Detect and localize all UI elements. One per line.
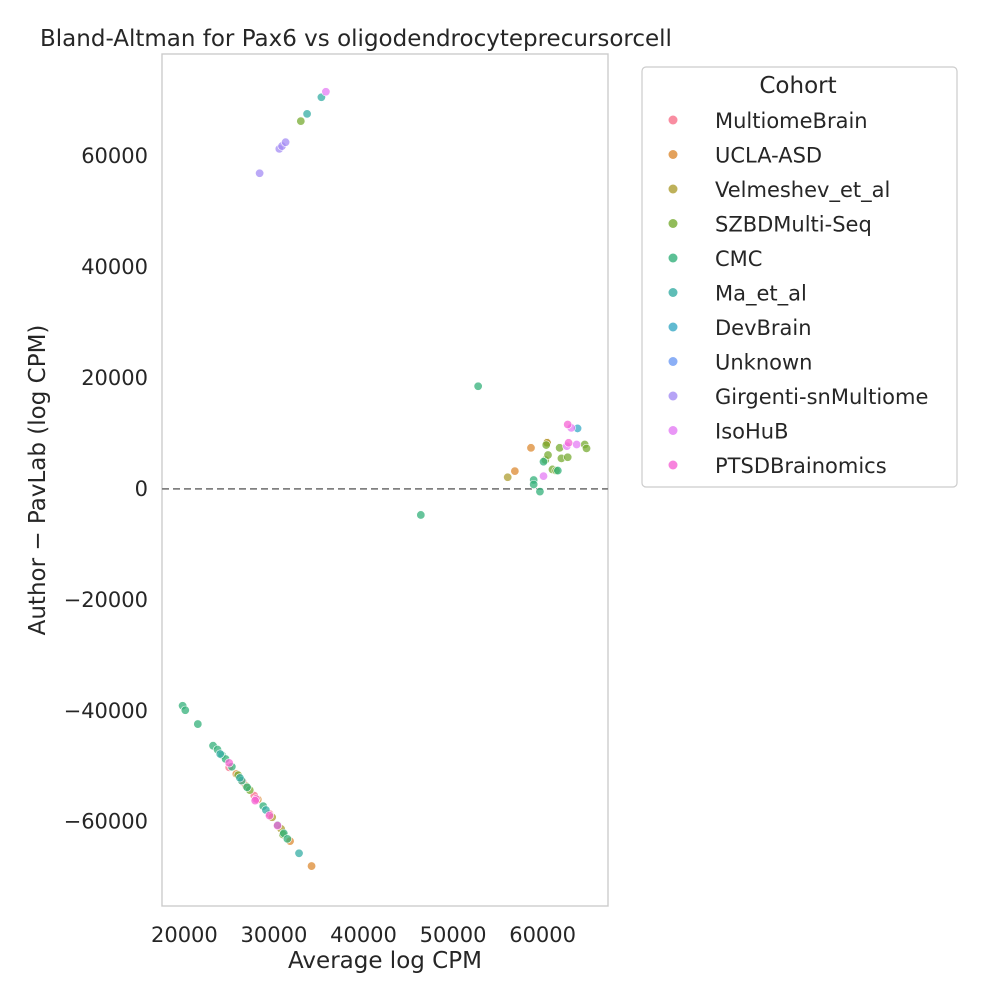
point-cmc	[193, 719, 203, 729]
point-isohub	[321, 87, 331, 97]
legend-item-szbdmulti-seq: SZBDMulti-Seq	[668, 213, 872, 237]
legend-label: CMC	[715, 247, 762, 271]
point-cmc	[529, 479, 539, 489]
point-girgenti-snmultiome	[281, 137, 291, 147]
point-cmc	[535, 487, 545, 497]
point-ma-et-al	[235, 773, 245, 783]
legend-marker	[668, 115, 678, 125]
point-ptsdbrainomics	[264, 811, 274, 821]
point-ma-et-al	[302, 109, 312, 119]
legend-marker	[668, 426, 678, 435]
y-tick-label: 20000	[81, 366, 148, 390]
legend-marker	[668, 391, 678, 401]
legend-item-ptsdbrainomics: PTSDBrainomics	[668, 454, 887, 478]
point-ptsdbrainomics	[224, 758, 234, 768]
point-cmc	[416, 510, 426, 520]
x-axis-title: Average log CPM	[288, 948, 482, 974]
x-tick-label: 40000	[330, 923, 397, 947]
y-tick-label: −40000	[64, 699, 148, 723]
legend-marker	[668, 219, 678, 228]
y-tick-label: −20000	[64, 588, 148, 612]
legend-label: PTSDBrainomics	[715, 454, 887, 478]
point-ucla-asd	[510, 466, 520, 476]
point-cmc	[553, 466, 563, 476]
legend-marker	[668, 253, 678, 263]
legend-label: Velmeshev_et_al	[715, 178, 890, 203]
legend-label: DevBrain	[715, 316, 812, 340]
scatter-points	[178, 87, 592, 871]
legend-title: Cohort	[759, 73, 836, 99]
x-tick-label: 50000	[420, 923, 487, 947]
point-isohub	[539, 471, 549, 481]
legend-marker	[668, 460, 678, 470]
point-ptsdbrainomics	[250, 796, 260, 806]
point-cmc	[539, 457, 549, 467]
legend-item-velmeshev-et-al: Velmeshev_et_al	[668, 178, 890, 203]
legend-marker	[668, 184, 678, 194]
point-szbdmulti-seq	[541, 440, 551, 450]
point-cmc	[282, 834, 292, 844]
legend-item-multiomebrain: MultiomeBrain	[668, 109, 868, 133]
legend-item-isohub: IsoHuB	[668, 420, 789, 444]
point-szbdmulti-seq	[563, 452, 573, 462]
legend-label: SZBDMulti-Seq	[715, 213, 872, 237]
legend-item-devbrain: DevBrain	[668, 316, 812, 340]
point-szbdmulti-seq	[582, 443, 592, 453]
legend-label: Ma_et_al	[715, 282, 807, 307]
point-ucla-asd	[307, 861, 317, 871]
y-axis-title: Author − PavLab (log CPM)	[25, 325, 51, 636]
chart-title: Bland-Altman for Pax6 vs oligodendrocyte…	[40, 26, 672, 52]
x-tick-label: 60000	[509, 923, 576, 947]
point-ptsdbrainomics	[564, 438, 574, 448]
point-ptsdbrainomics	[273, 821, 283, 831]
legend-label: MultiomeBrain	[715, 109, 868, 133]
point-cmc	[242, 782, 252, 792]
point-cmc	[180, 705, 190, 715]
legend-marker	[668, 150, 678, 159]
x-tick-label: 30000	[241, 923, 308, 947]
point-girgenti-snmultiome	[255, 168, 265, 178]
legend-item-girgenti-snmultiome: Girgenti-snMultiome	[668, 385, 928, 409]
point-ma-et-al	[215, 749, 225, 759]
legend-label: Girgenti-snMultiome	[715, 385, 928, 409]
point-szbdmulti-seq	[543, 450, 553, 460]
legend-item-unknown: Unknown	[668, 351, 812, 375]
x-tick-label: 20000	[151, 923, 218, 947]
legend-item-cmc: CMC	[668, 247, 762, 271]
legend-item-ucla-asd: UCLA-ASD	[668, 144, 822, 168]
point-ma-et-al	[294, 848, 304, 858]
point-cmc	[473, 381, 483, 391]
y-tick-label: −60000	[64, 810, 148, 834]
y-tick-label: 40000	[81, 255, 148, 279]
legend-label: UCLA-ASD	[715, 144, 822, 168]
point-ptsdbrainomics	[563, 420, 573, 430]
legend-items: MultiomeBrain UCLA-ASD Velmeshev_et_al SZBD…	[668, 109, 928, 478]
legend-frame	[641, 66, 958, 488]
plot-area-frame	[161, 53, 609, 907]
legend-item-ma-et-al: Ma_et_al	[668, 282, 807, 307]
x-axis-ticks: 20000 30000 40000 50000 60000	[151, 923, 576, 947]
point-velmeshev-et-al	[503, 472, 513, 482]
legend-label: IsoHuB	[715, 420, 789, 444]
legend-label: Unknown	[715, 351, 812, 375]
point-isohub	[572, 439, 582, 449]
legend-marker	[668, 357, 678, 366]
legend-marker	[668, 322, 678, 332]
y-tick-label: 0	[135, 477, 148, 501]
legend: Cohort MultiomeBrain UCLA-ASD Velmeshev_et…	[641, 66, 958, 488]
legend-marker	[668, 288, 678, 297]
point-szbdmulti-seq	[296, 116, 306, 126]
y-tick-label: 60000	[81, 144, 148, 168]
y-axis-ticks: −60000 −40000 −20000 0 20000 40000 60000	[64, 144, 148, 834]
point-ucla-asd	[526, 443, 536, 453]
